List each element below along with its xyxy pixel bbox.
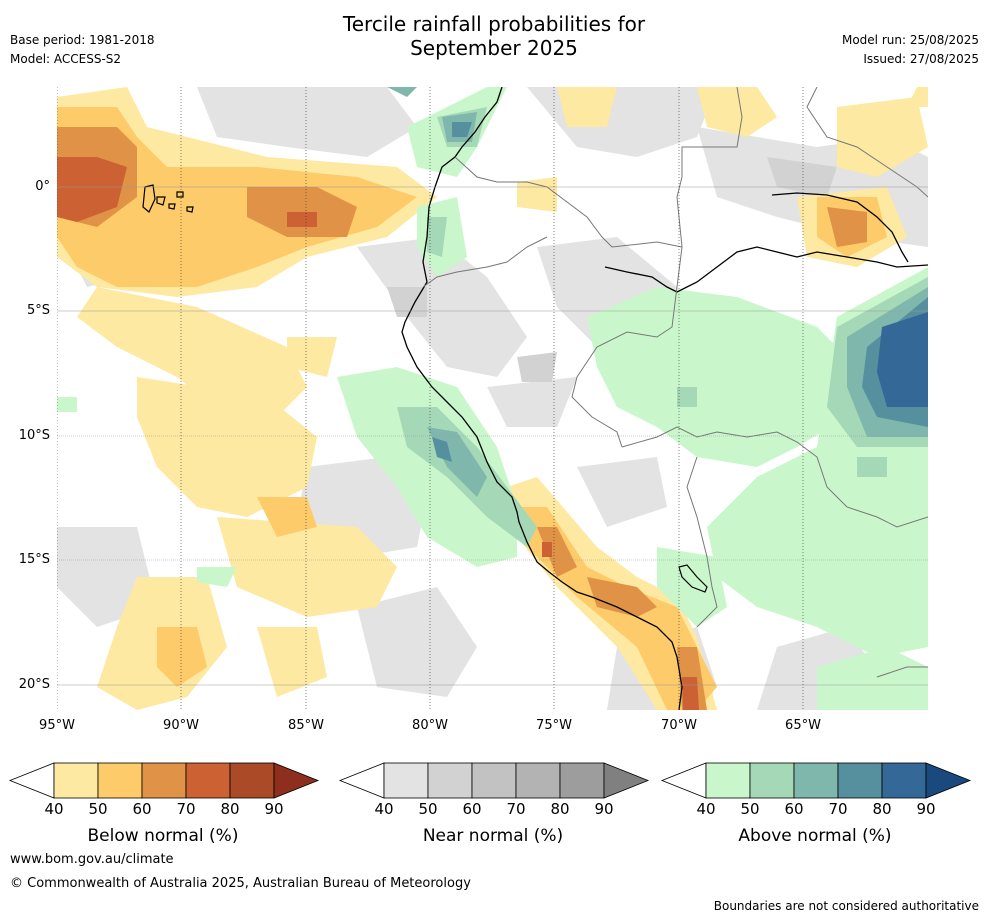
colorbar-segment [881, 762, 927, 799]
colorbar-segment [229, 762, 275, 799]
title-line-2: September 2025 [410, 36, 578, 60]
colorbar-tick-label: 80 [220, 800, 240, 818]
colorbar-tick-label: 80 [872, 800, 892, 818]
colorbar-segment [427, 762, 473, 799]
lon-label-80w: 80°W [412, 718, 448, 733]
map-title: Tercile rainfall probabilities for Septe… [0, 12, 988, 60]
colorbar-segment [705, 762, 751, 799]
colorbar-title-below: Below normal (%) [87, 826, 239, 846]
model-name: Model: ACCESS-S2 [10, 52, 122, 66]
lat-label-10s: 10°S [18, 428, 50, 443]
colorbar-high-extend [603, 762, 650, 799]
colorbar-tick-label: 90 [594, 800, 614, 818]
lon-label-70w: 70°W [661, 718, 697, 733]
colorbar-segment [793, 762, 839, 799]
amazon-river [604, 246, 928, 293]
colorbar-tick-label: 90 [264, 800, 284, 818]
colorbar-tick-label: 70 [176, 800, 196, 818]
colorbar-low-extend [338, 762, 385, 799]
colorbar-tick-label: 70 [506, 800, 526, 818]
colorbar-tick-label: 60 [462, 800, 482, 818]
model-run: Model run: 25/08/2025 [841, 33, 979, 47]
coastline [401, 87, 683, 710]
lon-label-95w: 95°W [39, 718, 75, 733]
colorbar-segment [471, 762, 517, 799]
colorbar-tick-label: 40 [696, 800, 716, 818]
lat-label-5s: 5°S [26, 303, 50, 318]
lat-label-15s: 15°S [18, 552, 50, 567]
footer-copyright: © Commonwealth of Australia 2025, Austra… [10, 876, 471, 891]
colorbar-high-extend [925, 762, 972, 799]
footer-disclaimer: Boundaries are not considered authoritat… [713, 899, 979, 913]
lake-titicaca [678, 564, 708, 593]
issued-date: Issued: 27/08/2025 [863, 52, 979, 66]
colorbar-tick-label: 40 [374, 800, 394, 818]
colorbar-tick-label: 80 [550, 800, 570, 818]
colorbar-segment [141, 762, 187, 799]
colorbar-low-extend [8, 762, 55, 799]
colorbar-low-extend [660, 762, 707, 799]
colorbar-tick-label: 50 [88, 800, 108, 818]
colorbar-segment [515, 762, 561, 799]
colorbar-tick-label: 40 [44, 800, 64, 818]
rio-negro-river [771, 192, 909, 263]
colorbar-tick-label: 70 [828, 800, 848, 818]
colorbar-tick-label: 50 [740, 800, 760, 818]
colorbar-segment [749, 762, 795, 799]
lon-label-85w: 85°W [288, 718, 324, 733]
colorbar-segment [53, 762, 99, 799]
colorbar-high-extend [273, 762, 320, 799]
lat-label-0: 0° [35, 179, 50, 194]
country-borders [422, 87, 928, 678]
lon-label-75w: 75°W [536, 718, 572, 733]
meta-right: Model run: 25/08/2025 Issued: 27/08/2025 [842, 31, 979, 69]
lat-label-20s: 20°S [18, 677, 50, 692]
colorbar-tick-label: 90 [916, 800, 936, 818]
colorbar-near-normal [338, 762, 650, 799]
footer-url[interactable]: www.bom.gov.au/climate [10, 852, 174, 867]
above-normal-80 [877, 312, 928, 407]
galapagos-islands [142, 184, 194, 213]
colorbar-title-above: Above normal (%) [738, 826, 892, 846]
colorbar-below-normal [8, 762, 320, 799]
probability-map [57, 87, 928, 710]
lon-label-90w: 90°W [163, 718, 199, 733]
meta-left: Base period: 1981-2018 Model: ACCESS-S2 [10, 31, 155, 69]
colorbar-segment [837, 762, 883, 799]
colorbar-segment [383, 762, 429, 799]
colorbars [8, 762, 972, 799]
colorbar-tick-label: 60 [784, 800, 804, 818]
colorbar-title-near: Near normal (%) [422, 826, 564, 846]
colorbar-segment [185, 762, 231, 799]
colorbar-tick-label: 60 [132, 800, 152, 818]
colorbar-tick-label: 50 [418, 800, 438, 818]
colorbar-segment [559, 762, 605, 799]
colorbar-above-normal [660, 762, 972, 799]
title-line-1: Tercile rainfall probabilities for [342, 12, 646, 36]
lon-label-65w: 65°W [785, 718, 821, 733]
graticule [57, 87, 928, 710]
colorbar-segment [97, 762, 143, 799]
base-period: Base period: 1981-2018 [10, 33, 155, 47]
